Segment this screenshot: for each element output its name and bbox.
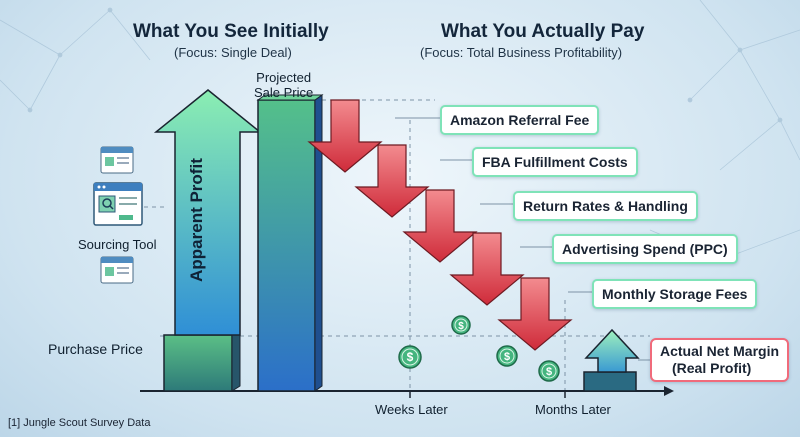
svg-text:$: $ [546,366,552,378]
down-arrow-icon [402,189,478,263]
sourcing-tool-icon [93,182,143,226]
dollar-coin-icon: $ [538,360,560,382]
fee-label-fba: FBA Fulfillment Costs [472,147,638,177]
fee-label-referral: Amazon Referral Fee [440,105,600,135]
footnote: [1] Jungle Scout Survey Data [8,417,151,429]
left-header-title: What You See Initially [133,21,329,42]
right-header-title: What You Actually Pay [441,21,645,42]
net-margin-block [583,328,640,392]
purchase-price-label: Purchase Price [48,341,143,357]
sourcing-window-icon [100,146,134,174]
right-header-subtitle: (Focus: Total Business Profitability) [420,45,623,60]
fee-label-returns: Return Rates & Handling [513,191,698,221]
sourcing-window-icon [100,256,134,284]
fee-label-ppc: Advertising Spend (PPC) [552,234,738,264]
apparent-profit-arrow [153,89,263,336]
projected-sale-price-label: Projected Sale Price [254,70,314,100]
fee-down-arrows [307,99,573,351]
down-arrow-icon [307,99,383,173]
fee-label-storage: Monthly Storage Fees [592,279,758,309]
dollar-coins: $ $ $ $ [398,315,560,382]
down-arrow-icon [497,277,573,351]
dollar-coin-icon: $ [496,345,518,367]
svg-text:$: $ [504,351,510,363]
purchase-price-block [163,329,241,392]
svg-text:$: $ [458,321,464,332]
projected-sale-price-bar [256,94,324,392]
net-margin-label: Actual Net Margin (Real Profit) [650,338,790,382]
left-header-subtitle: (Focus: Single Deal) [174,45,292,60]
svg-text:$: $ [407,350,414,364]
apparent-profit-label: Apparent Profit [187,158,206,282]
down-arrow-icon [354,144,430,218]
timeline-months-label: Months Later [535,402,611,417]
down-arrow-icon [449,232,525,306]
sourcing-tool-label: Sourcing Tool [78,237,157,252]
dollar-coin-icon: $ [398,345,422,369]
dollar-coin-icon: $ [451,315,471,335]
timeline-weeks-label: Weeks Later [375,402,448,417]
